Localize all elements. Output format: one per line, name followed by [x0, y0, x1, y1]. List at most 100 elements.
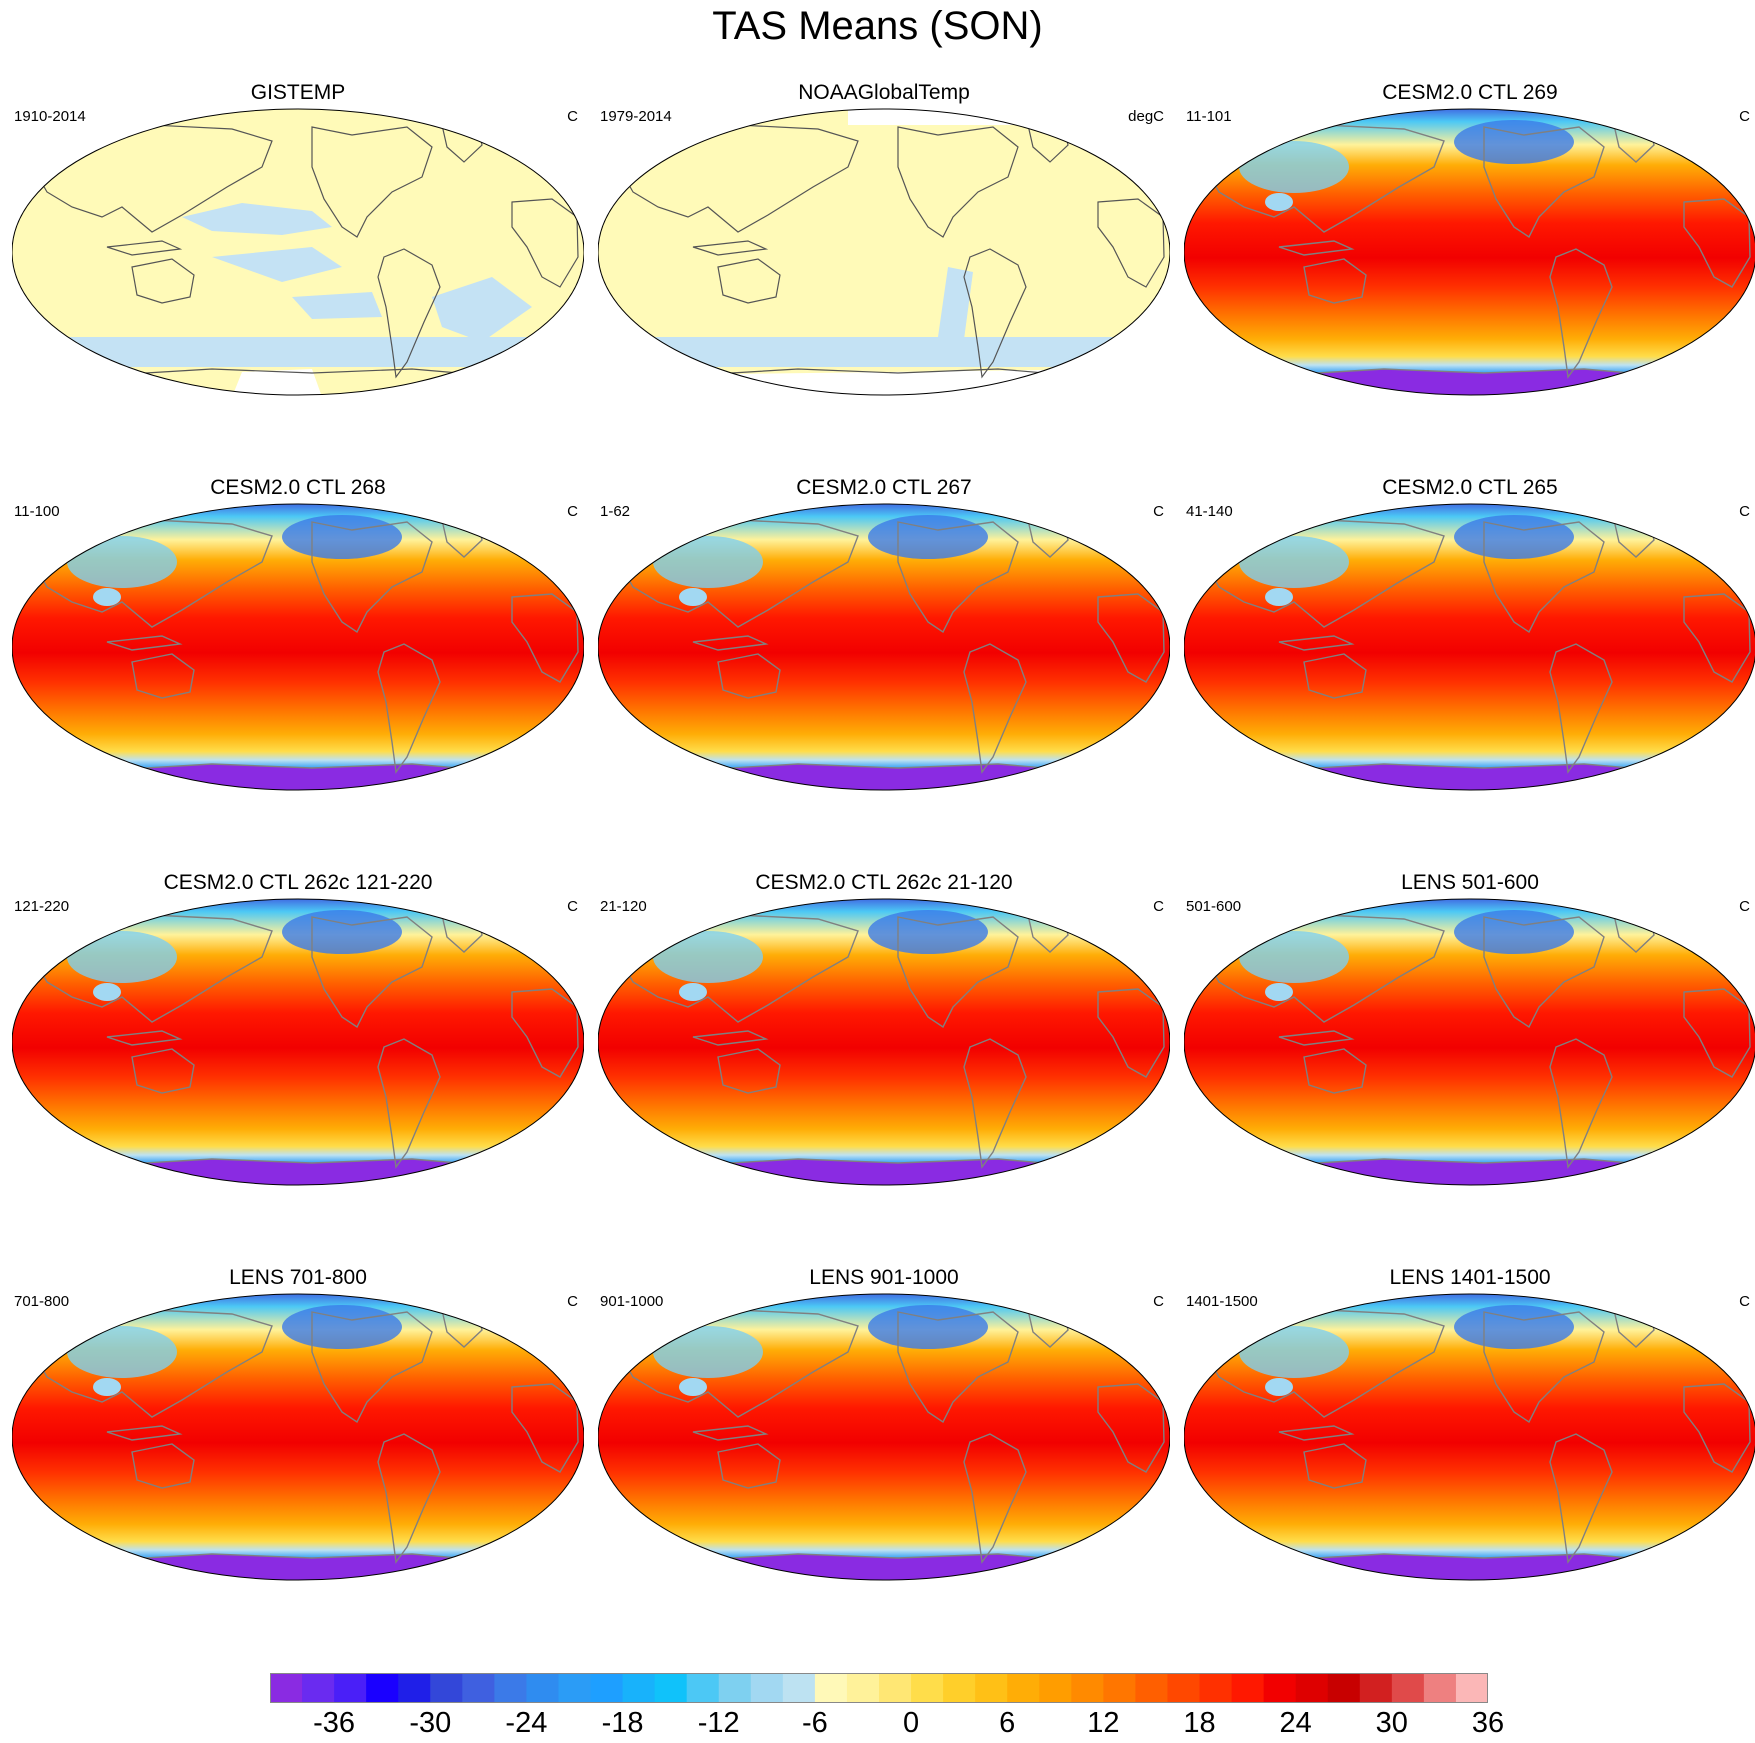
- colorbar-tick-label: 18: [1183, 1707, 1216, 1739]
- world-map: [1184, 108, 1755, 396]
- coastline-antarctica: [1282, 763, 1656, 790]
- panel-units: C: [1153, 898, 1164, 915]
- coastline-antarctica: [1282, 368, 1656, 395]
- coastline-indonesia: [106, 240, 183, 256]
- coastline-eurasia: [617, 124, 859, 233]
- colorbar-swatch: [558, 1673, 592, 1703]
- coastline-antarctica: [1282, 1553, 1656, 1580]
- map-panel: CESM2.0 CTL 267 1-62 C: [592, 475, 1176, 870]
- page-title: TAS Means (SON): [712, 4, 1043, 48]
- coastline-africa: [1097, 198, 1165, 288]
- panel-years: 11-101: [1186, 108, 1232, 125]
- coastline-africa: [1097, 593, 1165, 683]
- coastline-africa: [1097, 1383, 1165, 1473]
- colorbar-swatch: [462, 1673, 495, 1703]
- map-panels-grid: GISTEMP 1910-2014 C NOAAGlobalTemp 1979-2014…: [6, 80, 1755, 1660]
- panel-title: CESM2.0 CTL 267: [796, 476, 972, 499]
- map-panel: CESM2.0 CTL 262c 121-220 121-220 C: [6, 870, 590, 1265]
- panel-units: C: [1739, 503, 1750, 520]
- coastline-australia: [717, 258, 781, 304]
- coastline-australia: [717, 1048, 781, 1094]
- coastline-nAmerica: [1483, 521, 1605, 634]
- colorbar-tick-label: 6: [999, 1707, 1016, 1739]
- panel-title: LENS 501-600: [1401, 871, 1539, 894]
- colorbar-tick-label: -12: [697, 1707, 740, 1739]
- coastline-sAmerica: [1549, 1433, 1613, 1564]
- coastline-eurasia: [31, 124, 273, 233]
- colorbar-swatch: [1231, 1673, 1265, 1703]
- coastline-australia: [1303, 258, 1367, 304]
- panel-title: CESM2.0 CTL 262c 121-220: [163, 871, 433, 894]
- coastline-antarctica: [696, 1553, 1070, 1580]
- coastline-indonesia: [692, 1030, 769, 1046]
- coastline-africa: [1683, 198, 1751, 288]
- coastline-africa: [1097, 988, 1165, 1078]
- coastline-indonesia: [106, 1030, 183, 1046]
- panel-units: C: [1739, 108, 1750, 125]
- coastline-eurasia: [1203, 519, 1445, 628]
- map-panel: CESM2.0 CTL 269 11-101 C: [1178, 80, 1755, 475]
- colorbar-swatch: [846, 1673, 880, 1703]
- coastline-sAmerica: [963, 643, 1027, 774]
- coastline-nAmerica: [311, 1311, 433, 1424]
- colorbar-swatch: [1199, 1673, 1233, 1703]
- coastline-antarctica: [110, 763, 484, 790]
- panel-title: NOAAGlobalTemp: [798, 81, 970, 104]
- panel-years: 121-220: [14, 898, 70, 915]
- world-map: [1184, 1293, 1755, 1581]
- colorbar-swatch: [430, 1673, 463, 1703]
- colorbar-swatch: [943, 1673, 976, 1703]
- coastline-indonesia: [106, 635, 183, 651]
- coastline-eurasia: [1203, 1309, 1445, 1418]
- world-map: [1184, 898, 1755, 1186]
- colorbar-swatch: [334, 1673, 367, 1703]
- coastline-australia: [131, 258, 195, 304]
- colorbar-swatch: [814, 1673, 848, 1703]
- coastline-africa: [1683, 1383, 1751, 1473]
- colorbar-swatches: [270, 1673, 1488, 1703]
- panel-years: 1401-1500: [1186, 1293, 1258, 1310]
- colorbar-tick-label: -36: [313, 1707, 356, 1739]
- map-panel: LENS 901-1000 901-1000 C: [592, 1265, 1176, 1660]
- coastline-africa: [511, 198, 579, 288]
- colorbar-tick-label: 24: [1279, 1707, 1312, 1739]
- colorbar-swatch: [494, 1673, 527, 1703]
- panel-title: CESM2.0 CTL 269: [1382, 81, 1558, 104]
- map-panel: LENS 701-800 701-800 C: [6, 1265, 590, 1660]
- coastline-antarctica: [110, 1158, 484, 1185]
- colorbar-tick-label: 0: [903, 1707, 920, 1739]
- colorbar-swatch: [1039, 1673, 1072, 1703]
- coastline-sAmerica: [377, 1038, 441, 1169]
- coastline-australia: [1303, 1048, 1367, 1094]
- coastline-sAmerica: [963, 1433, 1027, 1564]
- world-map: [598, 108, 1170, 396]
- map-panel: CESM2.0 CTL 262c 21-120 21-120 C: [592, 870, 1176, 1265]
- coastline-sAmerica: [1549, 643, 1613, 774]
- map-panel: LENS 1401-1500 1401-1500 C: [1178, 1265, 1755, 1660]
- panel-title: LENS 901-1000: [809, 1266, 959, 1289]
- colorbar-swatch: [879, 1673, 912, 1703]
- colorbar-swatch: [911, 1673, 944, 1703]
- panel-units: C: [1153, 503, 1164, 520]
- coastline-antarctica: [1282, 1158, 1656, 1185]
- coastline-sAmerica: [377, 248, 441, 379]
- coastline-australia: [1303, 653, 1367, 699]
- coastline-antarctica: [110, 1553, 484, 1580]
- coastline-indonesia: [1278, 635, 1355, 651]
- colorbar-swatch: [718, 1673, 752, 1703]
- map-panel: NOAAGlobalTemp 1979-2014 degC: [592, 80, 1176, 475]
- coastline-sAmerica: [1549, 248, 1613, 379]
- panel-title: CESM2.0 CTL 268: [210, 476, 386, 499]
- coastline-nAmerica: [311, 126, 433, 238]
- colorbar-swatch: [686, 1673, 720, 1703]
- colorbar-swatch: [622, 1673, 656, 1703]
- colorbar-swatch: [750, 1673, 784, 1703]
- colorbar-swatch: [1007, 1673, 1040, 1703]
- colorbar-swatch: [1071, 1673, 1104, 1703]
- coastline-nAmerica: [1483, 916, 1605, 1029]
- map-panel: LENS 501-600 501-600 C: [1178, 870, 1755, 1265]
- coastline-africa: [1683, 593, 1751, 683]
- colorbar-swatch: [398, 1673, 431, 1703]
- coastline-sAmerica: [963, 248, 1027, 379]
- colorbar-swatch: [975, 1673, 1008, 1703]
